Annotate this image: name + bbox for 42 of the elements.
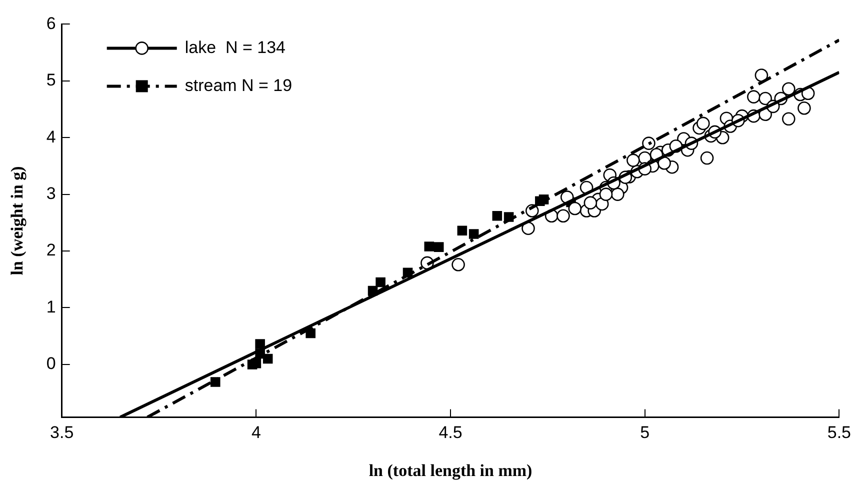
point xyxy=(522,222,535,236)
point xyxy=(452,258,465,272)
point xyxy=(658,156,671,170)
point xyxy=(492,210,502,221)
x-tick-label: 4.5 xyxy=(438,423,462,442)
point xyxy=(568,202,582,216)
point xyxy=(584,196,598,210)
point xyxy=(700,151,714,165)
point xyxy=(424,242,434,252)
y-tick-label: 1 xyxy=(46,297,56,316)
point xyxy=(376,277,386,288)
legend-label: stream N = 19 xyxy=(184,76,292,95)
point xyxy=(754,68,768,82)
point xyxy=(434,242,444,252)
point xyxy=(610,188,624,201)
point xyxy=(642,136,656,150)
y-tick-label: 2 xyxy=(46,240,56,260)
point xyxy=(696,116,710,130)
y-tick-label: 0 xyxy=(46,354,56,374)
point xyxy=(599,188,613,201)
x-tick-label: 5 xyxy=(640,423,650,442)
y-tick-label: 3 xyxy=(46,184,56,204)
point xyxy=(210,377,220,387)
x-tick-label: 4 xyxy=(251,423,261,442)
legend-label: lake N = 134 xyxy=(184,38,286,57)
point xyxy=(782,112,796,126)
point xyxy=(758,92,772,106)
x-tick-label: 3.5 xyxy=(50,423,74,442)
point xyxy=(626,154,640,167)
point xyxy=(457,226,468,236)
point xyxy=(468,229,479,239)
point xyxy=(798,101,811,115)
point xyxy=(782,82,796,96)
point xyxy=(556,209,570,223)
y-tick-label: 6 xyxy=(46,14,56,33)
x-tick-label: 5.5 xyxy=(827,423,852,442)
point xyxy=(255,339,265,349)
y-tick-label: 4 xyxy=(46,127,56,146)
y-tick-label: 5 xyxy=(46,70,56,90)
y-axis-title: ln (weight in g) xyxy=(8,166,27,276)
x-axis-title: ln (total length in mm) xyxy=(368,461,532,480)
point xyxy=(747,90,760,104)
